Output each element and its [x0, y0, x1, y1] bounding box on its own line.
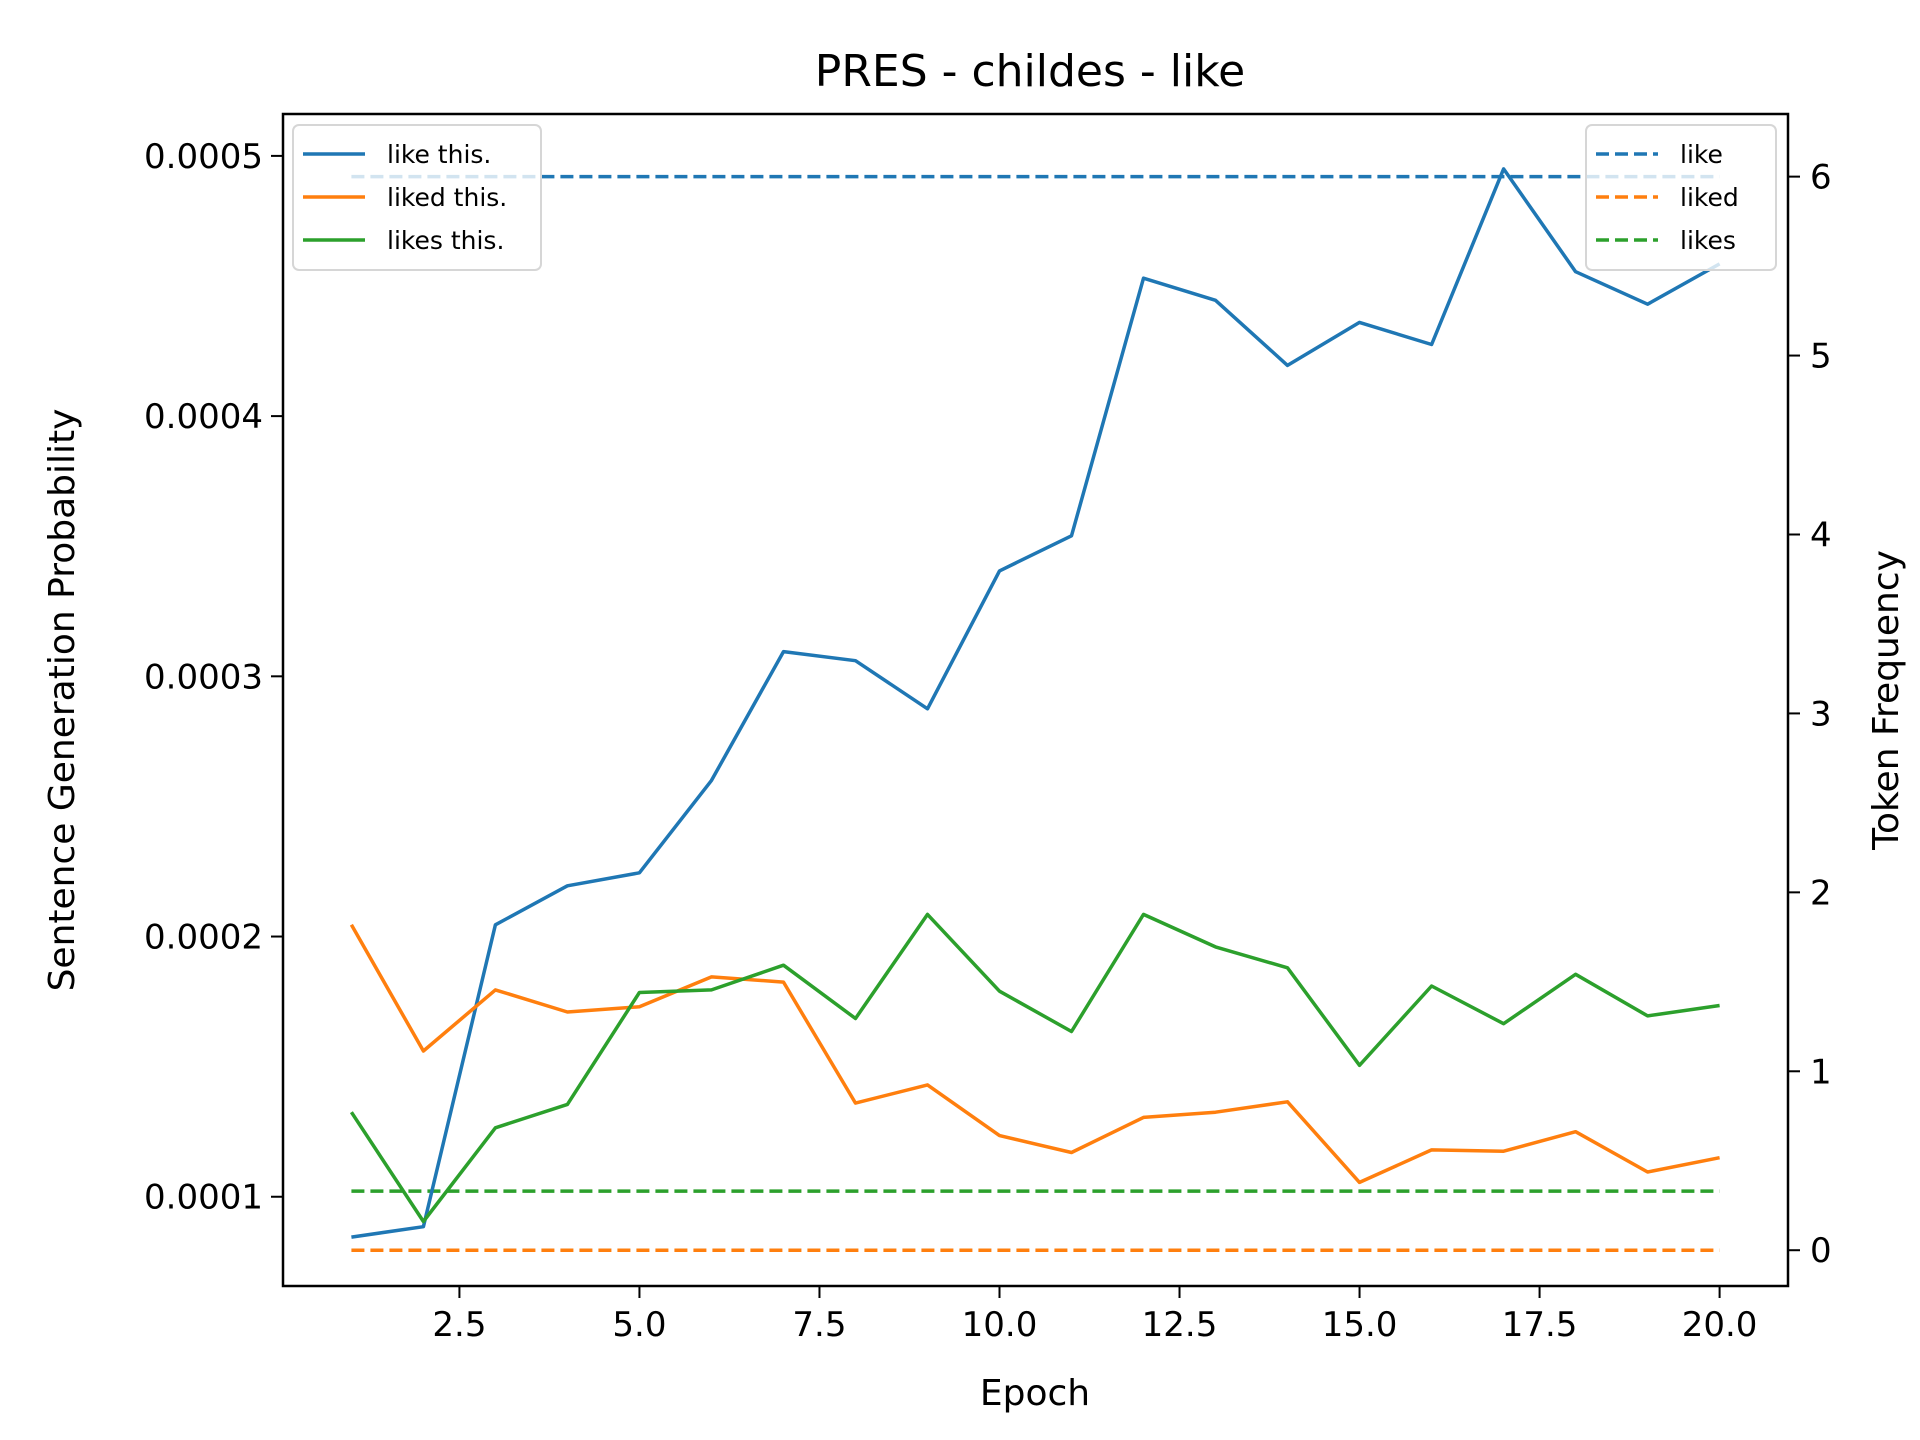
- series-line-likesthis: [349, 912, 1720, 1224]
- x-tick-label: 17.5: [1502, 1305, 1578, 1345]
- y-axis-label: Sentence Generation Probability: [42, 409, 83, 992]
- x-tick-label: 5.0: [612, 1305, 666, 1345]
- legend-box: [292, 124, 542, 271]
- x-axis: 2.5 5.0 7.5 10.0 12.5 15.0 17.5 20.0: [432, 1286, 1757, 1345]
- y2-axis: 0 1 2 3 4 5 6: [1788, 158, 1832, 1271]
- y-tick-label: 0.0004: [144, 397, 263, 437]
- legend-label: like this.: [387, 140, 491, 169]
- y-tick-label: 0.0005: [144, 137, 263, 177]
- y2-axis-label: Token Frequency: [1866, 550, 1907, 851]
- legend-box: [1585, 124, 1777, 271]
- y2-tick-label: 2: [1810, 873, 1832, 913]
- chart-title: PRES - childes - like: [815, 46, 1245, 97]
- legend-label: likes: [1680, 226, 1736, 255]
- y2-tick-label: 0: [1810, 1231, 1832, 1271]
- series-line-likethis: [351, 167, 1721, 1239]
- x-tick-label: 20.0: [1682, 1305, 1758, 1345]
- x-tick-label: 10.0: [962, 1305, 1038, 1345]
- y-tick-label: 0.0001: [144, 1178, 263, 1218]
- x-tick-label: 2.5: [432, 1305, 486, 1345]
- y-axis: 0.0001 0.0002 0.0003 0.0004 0.0005: [144, 137, 283, 1218]
- legend-label: like: [1680, 140, 1723, 169]
- x-tick-label: 7.5: [792, 1305, 846, 1345]
- y2-tick-label: 3: [1810, 694, 1832, 734]
- plot-frame: [281, 112, 1790, 1288]
- series-line-likedthis: [349, 923, 1720, 1185]
- y2-tick-label: 5: [1810, 337, 1832, 377]
- x-tick-label: 12.5: [1142, 1305, 1218, 1345]
- legend-right: like liked likes: [1585, 124, 1777, 271]
- legend-left: like this. liked this. likes this.: [292, 124, 542, 271]
- y-tick-label: 0.0003: [144, 657, 263, 697]
- y2-tick-label: 1: [1810, 1052, 1832, 1092]
- legend-label: likes this.: [387, 226, 504, 255]
- x-tick-label: 15.0: [1322, 1305, 1398, 1345]
- y2-tick-label: 6: [1810, 158, 1832, 198]
- legend-label: liked: [1680, 183, 1739, 212]
- x-axis-label: Epoch: [980, 1373, 1090, 1414]
- y-tick-label: 0.0002: [144, 918, 263, 958]
- y2-tick-label: 4: [1810, 515, 1832, 555]
- plot-marks: [349, 167, 1721, 1252]
- legend-label: liked this.: [387, 183, 507, 212]
